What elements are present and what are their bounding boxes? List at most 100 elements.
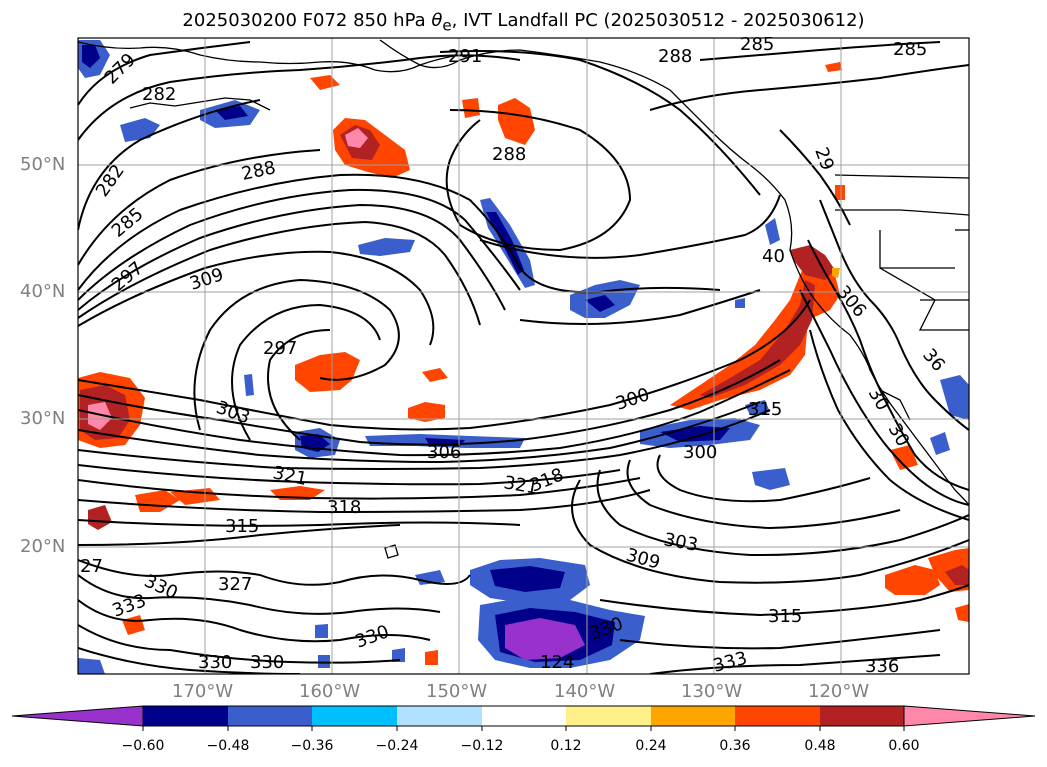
contour-label: 124 [540, 652, 574, 673]
contour-line [78, 489, 651, 514]
colorbar-segment [651, 706, 735, 726]
shading-blob [940, 375, 969, 420]
shading-blob [670, 258, 840, 410]
coastline [129, 97, 271, 111]
shading-blob [392, 648, 405, 662]
shading-blob [505, 618, 585, 660]
contour-line [699, 41, 941, 61]
contour-label: 288 [658, 46, 692, 67]
contour-line [78, 599, 431, 643]
contour-line [78, 203, 506, 311]
shading-blob [890, 445, 918, 470]
shading-blob [88, 402, 112, 430]
contour-line [619, 629, 941, 650]
contour-line [78, 99, 261, 231]
shading-blob [832, 268, 840, 278]
shading-blob [825, 62, 842, 72]
contour-label: 27 [80, 556, 103, 577]
lon-label-160w: 160°W [299, 681, 361, 702]
coastline [835, 209, 969, 216]
shading-blob [318, 655, 330, 668]
contour-label: 285 [893, 39, 927, 60]
shading-blob [315, 624, 328, 638]
colorbar-tick-label: −0.60 [121, 738, 165, 754]
contour-label: 318 [327, 497, 361, 518]
lon-label-150w: 150°W [426, 681, 488, 702]
lat-label-20n: 20°N [20, 536, 66, 557]
shading-blob [835, 185, 845, 200]
contour-line [439, 50, 761, 196]
contour-line [78, 409, 771, 470]
contour-line [78, 477, 641, 500]
lat-label-30n: 30°N [20, 408, 66, 429]
shading-blob [498, 98, 535, 145]
contour-line [78, 54, 521, 141]
contour-line [599, 584, 969, 617]
colorbar-tick-label: 0.48 [804, 738, 836, 754]
colorbar-extend-max [903, 705, 1036, 727]
contour-line [809, 329, 969, 521]
coastline [879, 389, 911, 421]
coastline [879, 267, 969, 331]
shading-blob [490, 566, 565, 592]
coastline [78, 41, 461, 73]
colorbar-segment [482, 706, 566, 726]
shading-blob [765, 218, 780, 245]
shading-blob [462, 98, 480, 118]
contour-line [807, 239, 969, 491]
colorbar-tick-label: 0.24 [635, 738, 667, 754]
colorbar-segment [735, 706, 820, 726]
contour-line [819, 199, 969, 431]
contour-label: 306 [427, 442, 461, 463]
colorbar-tick-label: 0.36 [719, 738, 751, 754]
coastline [379, 39, 871, 371]
shading-blob [585, 295, 615, 312]
shading-blob [345, 128, 368, 148]
shading-blob [408, 402, 445, 422]
contour-line [231, 303, 381, 441]
shading-blob [358, 238, 415, 256]
shading-blob [945, 565, 969, 585]
contour-label: 297 [263, 338, 297, 359]
colorbar-segment [397, 706, 482, 726]
contour-label: 315 [768, 606, 802, 627]
colorbar-outline [142, 705, 905, 727]
coastline [834, 174, 969, 179]
contour-label: 315 [225, 516, 259, 537]
colorbar-segment [820, 706, 904, 726]
shading-blob [82, 45, 100, 68]
lon-label-140w: 140°W [554, 681, 616, 702]
colorbar-tick-label: −0.48 [206, 738, 250, 754]
contour-line [596, 469, 969, 557]
contour-line [799, 289, 969, 506]
colorbar-segment [228, 706, 312, 726]
contour-label: 40 [762, 246, 785, 267]
lat-label-50n: 50°N [20, 154, 66, 175]
contour-line [649, 64, 969, 111]
contour-line [193, 278, 400, 431]
contour-line [519, 289, 761, 325]
shading-blob [244, 374, 254, 396]
colorbar-tick-label: 0.12 [550, 738, 582, 754]
contour-line [78, 369, 791, 457]
lon-label-130w: 130°W [681, 681, 743, 702]
coastline [384, 544, 399, 559]
contour-line [571, 479, 969, 584]
shading-blob [88, 505, 112, 530]
shading-blob [295, 352, 360, 392]
contour-line [626, 459, 901, 530]
contour-line [656, 454, 871, 503]
contour-label: 300 [683, 442, 717, 463]
shading-blob [78, 658, 105, 674]
theta-e-contours [78, 41, 969, 674]
shading-blob [422, 368, 448, 382]
shading-blob [745, 400, 770, 415]
contour-line [78, 624, 401, 664]
colorbar-tick-label: 0.60 [888, 738, 920, 754]
contour-line [78, 464, 621, 486]
contour-label: 282 [142, 84, 176, 105]
contour-line [78, 524, 401, 546]
figure-title: 2025030200 F072 850 hPa θe, IVT Landfall… [182, 10, 865, 35]
colorbar [11, 705, 1036, 731]
